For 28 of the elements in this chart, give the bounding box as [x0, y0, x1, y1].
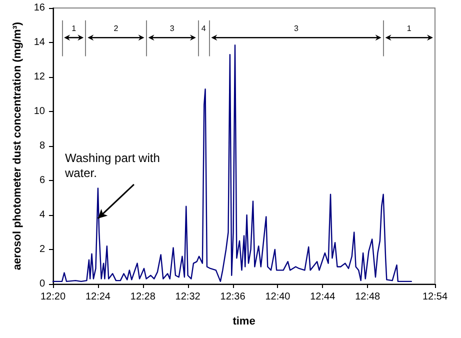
y-tick-label: 4 — [39, 210, 46, 220]
x-tick-label: 12:36 — [220, 292, 246, 302]
y-tick-label: 16 — [34, 2, 46, 14]
y-tick-label: 6 — [39, 175, 46, 186]
line-series — [52, 44, 412, 282]
x-tick-label: 12:24 — [85, 292, 111, 302]
annotation: 1 — [406, 24, 412, 34]
y-tick-label: 12 — [34, 72, 46, 82]
y-tick-label: 0 — [39, 278, 46, 290]
y-tick-label: 14 — [34, 37, 46, 48]
x-tick-label: 12:32 — [175, 292, 201, 302]
annotation: 2 — [114, 24, 119, 34]
y-axis-title: aerosol photometer dust concentration (mg/m³) — [11, 22, 24, 270]
annotation: 1 — [72, 24, 77, 34]
x-tick-label: 12:20 — [40, 292, 66, 302]
annotation: Washing part with water. — [64, 150, 164, 180]
x-tick-label: 12:54 — [422, 292, 448, 302]
annotation: 4 — [201, 24, 206, 34]
x-axis-title: time — [232, 316, 256, 328]
x-tick-label: 12:44 — [310, 292, 336, 302]
annotation: 3 — [170, 24, 175, 34]
x-tick-label: 12:40 — [265, 292, 291, 302]
y-tick-label: 10 — [34, 106, 46, 117]
y-tick-label: 8 — [39, 140, 46, 152]
x-tick-label: 12:48 — [355, 292, 381, 302]
annotation: 3 — [294, 24, 300, 34]
y-tick-label: 2 — [39, 244, 46, 255]
x-tick-label: 12:28 — [130, 292, 156, 302]
